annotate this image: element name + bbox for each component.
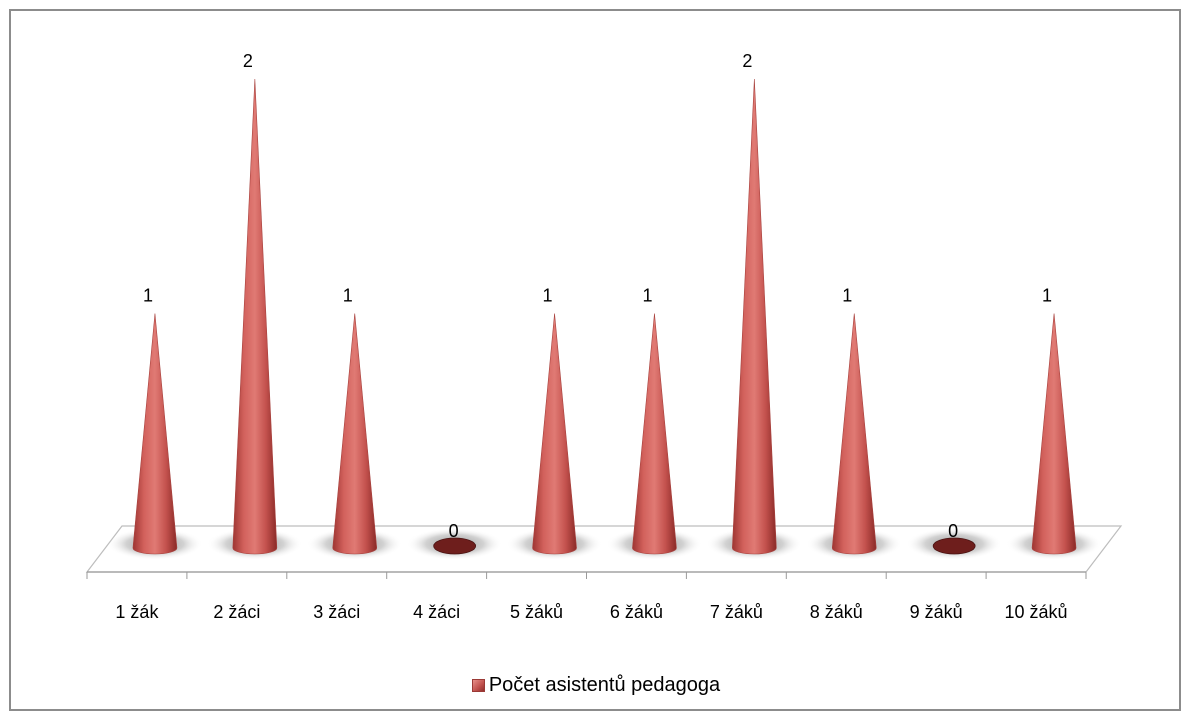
data-label: 0 (449, 521, 459, 541)
cone-bar (632, 313, 677, 555)
x-tick-label: 8 žáků (810, 602, 863, 622)
x-tick-label: 1 žák (115, 602, 159, 622)
cone-bar-zero (433, 537, 477, 555)
cone-bar (732, 78, 777, 555)
data-label: 1 (642, 286, 652, 306)
labels: 1 1 žák 2 2 žáci 1 3 žáci 0 4 žáci 1 5 žáků 1 6 žák… (115, 51, 1067, 622)
x-tick-label: 5 žáků (510, 602, 563, 622)
cones (132, 78, 1077, 555)
cone-bar (232, 78, 278, 555)
data-label: 0 (948, 521, 958, 541)
data-label: 1 (1042, 286, 1052, 306)
cone-bar (1031, 313, 1077, 555)
cone-bar (532, 313, 577, 555)
cone-bar (132, 313, 178, 555)
x-tick-label: 2 žáci (213, 602, 260, 622)
x-tick-label: 10 žáků (1005, 602, 1068, 622)
x-tick-label: 3 žáci (313, 602, 360, 622)
legend-label: Počet asistentů pedagoga (488, 674, 721, 696)
data-label: 1 (143, 286, 153, 306)
cone-bar (332, 313, 378, 555)
data-label: 2 (742, 51, 752, 71)
x-tick-label: 6 žáků (610, 602, 663, 622)
data-label: 1 (543, 286, 553, 306)
data-label: 1 (343, 286, 353, 306)
cone-bar-zero (932, 537, 976, 555)
x-tick-label: 9 žáků (910, 602, 963, 622)
cone-bar (831, 313, 877, 555)
data-label: 2 (243, 51, 253, 71)
x-axis (86, 571, 1087, 579)
legend: Počet asistentů pedagoga (0, 674, 1192, 697)
legend-swatch-icon (471, 679, 485, 692)
x-tick-label: 4 žáci (413, 602, 460, 622)
x-tick-label: 7 žáků (710, 602, 763, 622)
chart-frame (9, 9, 1181, 711)
data-label: 1 (842, 286, 852, 306)
